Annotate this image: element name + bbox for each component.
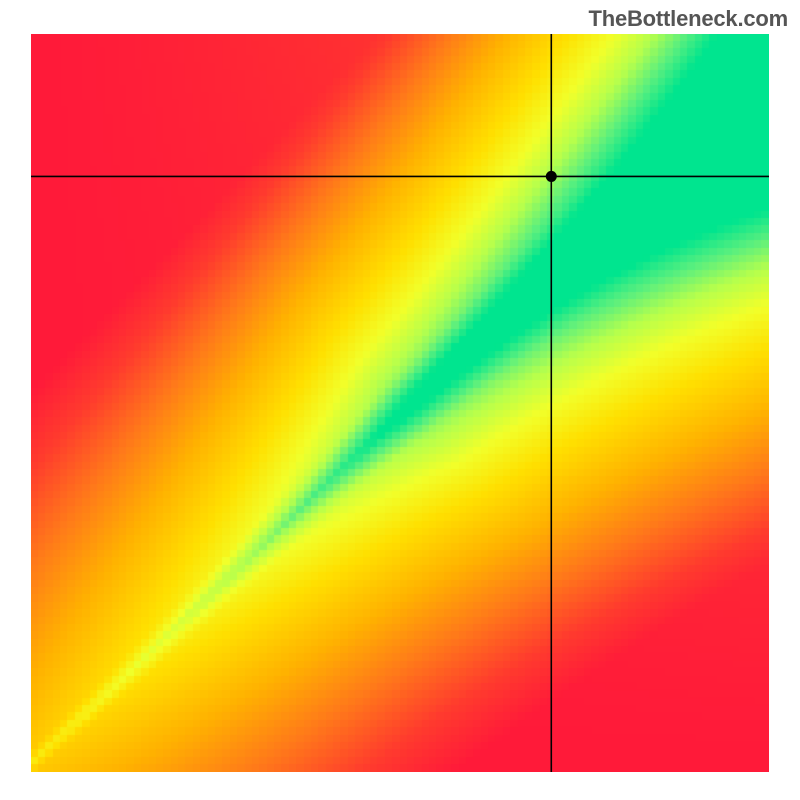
heatmap-canvas — [31, 34, 769, 772]
watermark-text: TheBottleneck.com — [588, 6, 788, 32]
chart-container: { "watermark": { "text": "TheBottleneck.… — [0, 0, 800, 800]
heatmap-plot — [31, 34, 769, 772]
